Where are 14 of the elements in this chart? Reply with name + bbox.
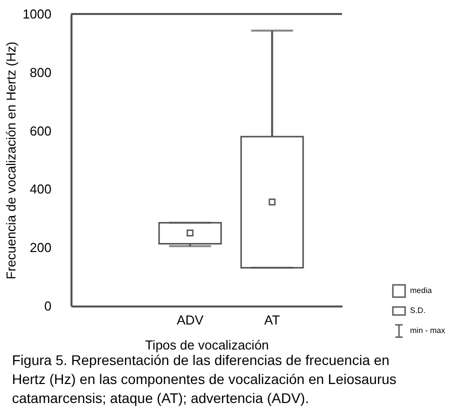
text: S.D. — [410, 306, 426, 315]
text: Figura 5. Representación de las diferencias de frecuencia en Hertz (Hz) en las componentes de vocalización en Leiosaurus catamarcensis; ataque (AT); advertencia (ADV). — [12, 352, 396, 406]
text: min - max — [410, 326, 446, 335]
x-tick-label: AT — [264, 312, 280, 328]
y-tick-label: 1000 — [22, 6, 52, 22]
x-axis-title: Tipos de vocalización — [145, 338, 269, 352]
y-tick-label: 600 — [30, 123, 52, 138]
text: media — [410, 286, 432, 295]
y-tick-label: 400 — [30, 182, 52, 197]
y-tick-label: 800 — [30, 64, 52, 80]
x-tick-label: ADV — [176, 312, 204, 328]
y-tick-label: 200 — [30, 240, 52, 256]
y-tick-label: 0 — [44, 298, 52, 314]
y-axis-title: Frecuencia de vocalización en Hertz (Hz) — [4, 42, 19, 280]
